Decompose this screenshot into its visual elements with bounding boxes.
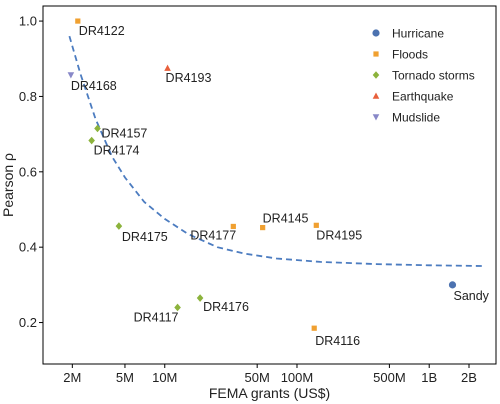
x-tick-label: 10M	[152, 370, 177, 385]
legend-marker	[372, 92, 380, 99]
legend-entry: Earthquake	[392, 90, 454, 104]
y-tick-label: 0.2	[19, 315, 37, 330]
x-tick-label: 100M	[281, 370, 314, 385]
axes-layer: 2M 5M 10M 50M 100M 500M 1B 2B 0.2 0.4 0.6 0.8 1.0	[19, 5, 497, 385]
legend-entry: Tornado storms	[392, 69, 475, 83]
point-label: DR4193	[166, 71, 212, 85]
data-point	[311, 325, 317, 331]
data-point	[164, 64, 171, 71]
legend-marker	[372, 71, 380, 79]
data-point	[260, 224, 266, 231]
x-tick-label: 50M	[245, 370, 270, 385]
y-axis-title: Pearson ρ	[0, 153, 16, 217]
point-label: DR4177	[190, 228, 236, 242]
point-label: DR4174	[94, 144, 140, 158]
x-tick-label: 2M	[63, 370, 81, 385]
data-points-layer	[67, 18, 457, 331]
x-tick-label: 1B	[421, 370, 437, 385]
y-tick-label: 0.6	[19, 164, 37, 179]
data-point	[230, 223, 236, 230]
data-point	[115, 222, 123, 230]
point-label: DR4145	[263, 212, 309, 226]
fit-curve-layer	[68, 35, 482, 267]
point-label: DR4117	[134, 310, 179, 324]
point-label: DR4168	[71, 79, 117, 93]
legend: Hurricane Floods Tornado storms Earthquake M…	[372, 27, 475, 125]
data-point	[67, 72, 75, 79]
x-tick-label: 2B	[461, 370, 477, 385]
plot-frame	[42, 5, 497, 365]
data-point	[448, 281, 457, 289]
data-point	[174, 303, 181, 312]
point-label: DR4176	[203, 300, 249, 314]
y-tick-label: 1.0	[19, 14, 37, 29]
point-labels-layer: Sandy DR4122 DR4177 DR4145 DR4195 DR4116 DR415…	[71, 24, 490, 348]
x-tick-label: 500M	[373, 370, 406, 385]
point-label: Sandy	[453, 289, 489, 303]
data-point	[313, 222, 319, 228]
y-tick-label: 0.4	[19, 240, 37, 255]
data-point	[196, 294, 204, 302]
x-axis-title: FEMA grants (US$)	[209, 385, 330, 401]
y-tick-label: 0.8	[19, 89, 37, 104]
legend-entry: Mudslide	[392, 111, 440, 125]
fit-curve	[68, 35, 482, 267]
point-label: DR4195	[316, 228, 362, 242]
point-label: DR4122	[79, 24, 125, 38]
legend-entry: Floods	[392, 48, 428, 62]
point-label: DR4175	[122, 230, 168, 244]
legend-marker	[372, 114, 380, 121]
data-point	[94, 124, 101, 133]
point-label: DR4116	[315, 334, 360, 348]
legend-entry: Hurricane	[392, 27, 444, 41]
x-tick-label: 5M	[116, 370, 134, 385]
data-point	[88, 136, 95, 145]
point-label: DR4157	[102, 126, 148, 140]
legend-marker	[372, 29, 380, 37]
legend-marker	[373, 51, 379, 57]
data-point	[75, 18, 81, 24]
